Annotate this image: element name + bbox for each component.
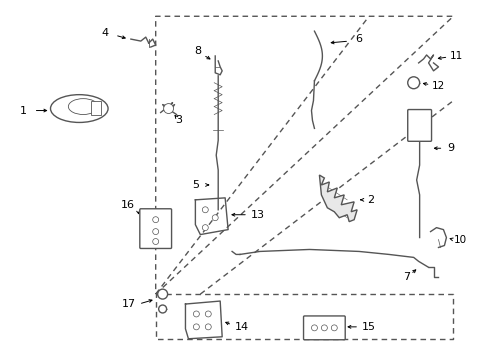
Circle shape [152,239,158,244]
Circle shape [163,104,173,113]
Circle shape [311,325,317,331]
Text: 14: 14 [234,322,248,332]
Circle shape [202,207,208,213]
Text: 5: 5 [191,180,199,190]
FancyBboxPatch shape [91,100,101,114]
Circle shape [205,311,211,317]
Text: 12: 12 [431,81,444,91]
Polygon shape [319,175,356,222]
Ellipse shape [68,99,98,114]
Text: 6: 6 [355,34,362,44]
Text: 1: 1 [20,105,27,116]
Text: 2: 2 [366,195,374,205]
Circle shape [193,311,199,317]
Text: 7: 7 [402,272,409,282]
Text: 4: 4 [102,28,108,38]
Text: 3: 3 [175,116,182,126]
Circle shape [331,325,337,331]
Text: 11: 11 [449,51,462,61]
FancyBboxPatch shape [303,316,345,340]
Text: 10: 10 [453,234,466,244]
Circle shape [407,77,419,89]
Circle shape [193,324,199,330]
Circle shape [152,217,158,223]
Circle shape [321,325,326,331]
Text: 16: 16 [121,200,135,210]
Text: 13: 13 [250,210,264,220]
Text: 9: 9 [446,143,453,153]
Circle shape [202,225,208,231]
Circle shape [212,215,218,221]
Ellipse shape [50,95,108,122]
Circle shape [152,229,158,235]
Circle shape [205,324,211,330]
Text: 15: 15 [361,322,375,332]
Circle shape [158,305,166,313]
Text: 17: 17 [122,299,136,309]
Circle shape [157,289,167,299]
FancyBboxPatch shape [407,109,431,141]
Text: 8: 8 [193,46,201,56]
FancyBboxPatch shape [140,209,171,248]
